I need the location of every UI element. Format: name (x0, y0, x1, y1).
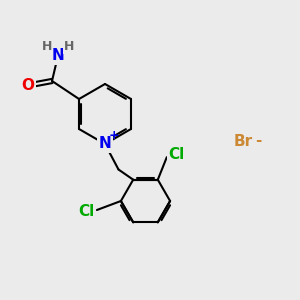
Text: Br: Br (233, 134, 253, 148)
Text: N: N (52, 48, 64, 63)
Text: O: O (22, 78, 34, 93)
Text: H: H (64, 40, 75, 53)
Text: Cl: Cl (78, 204, 94, 219)
Text: +: + (109, 129, 119, 142)
Text: Cl: Cl (168, 147, 184, 162)
Text: N: N (99, 136, 111, 152)
Text: -: - (255, 134, 261, 148)
Text: H: H (41, 40, 52, 53)
